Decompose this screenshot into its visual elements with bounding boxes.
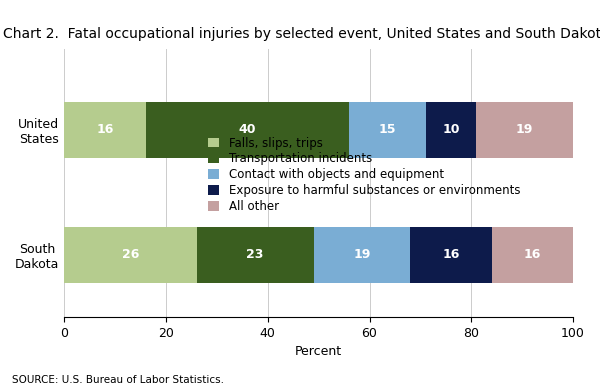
- Bar: [476, 102, 573, 158]
- Bar: [146, 102, 349, 158]
- Text: 16: 16: [442, 248, 460, 261]
- Text: 16: 16: [524, 248, 541, 261]
- Legend: Falls, slips, trips, Transportation incidents, Contact with objects and equipmen: Falls, slips, trips, Transportation inci…: [208, 137, 520, 213]
- Bar: [349, 102, 425, 158]
- Text: 40: 40: [239, 123, 256, 137]
- Text: 23: 23: [247, 248, 264, 261]
- Bar: [64, 102, 146, 158]
- Bar: [197, 227, 314, 283]
- X-axis label: Percent: Percent: [295, 345, 342, 358]
- Bar: [491, 227, 573, 283]
- Bar: [425, 102, 476, 158]
- Text: Chart 2.  Fatal occupational injuries by selected event, United States and South: Chart 2. Fatal occupational injuries by …: [3, 27, 600, 41]
- Text: 15: 15: [379, 123, 396, 137]
- Text: 19: 19: [516, 123, 533, 137]
- Bar: [64, 227, 197, 283]
- Text: 16: 16: [96, 123, 113, 137]
- Bar: [314, 227, 410, 283]
- Text: 19: 19: [353, 248, 371, 261]
- Text: 26: 26: [122, 248, 139, 261]
- Text: 10: 10: [442, 123, 460, 137]
- Bar: [410, 227, 491, 283]
- Text: SOURCE: U.S. Bureau of Labor Statistics.: SOURCE: U.S. Bureau of Labor Statistics.: [12, 375, 224, 385]
